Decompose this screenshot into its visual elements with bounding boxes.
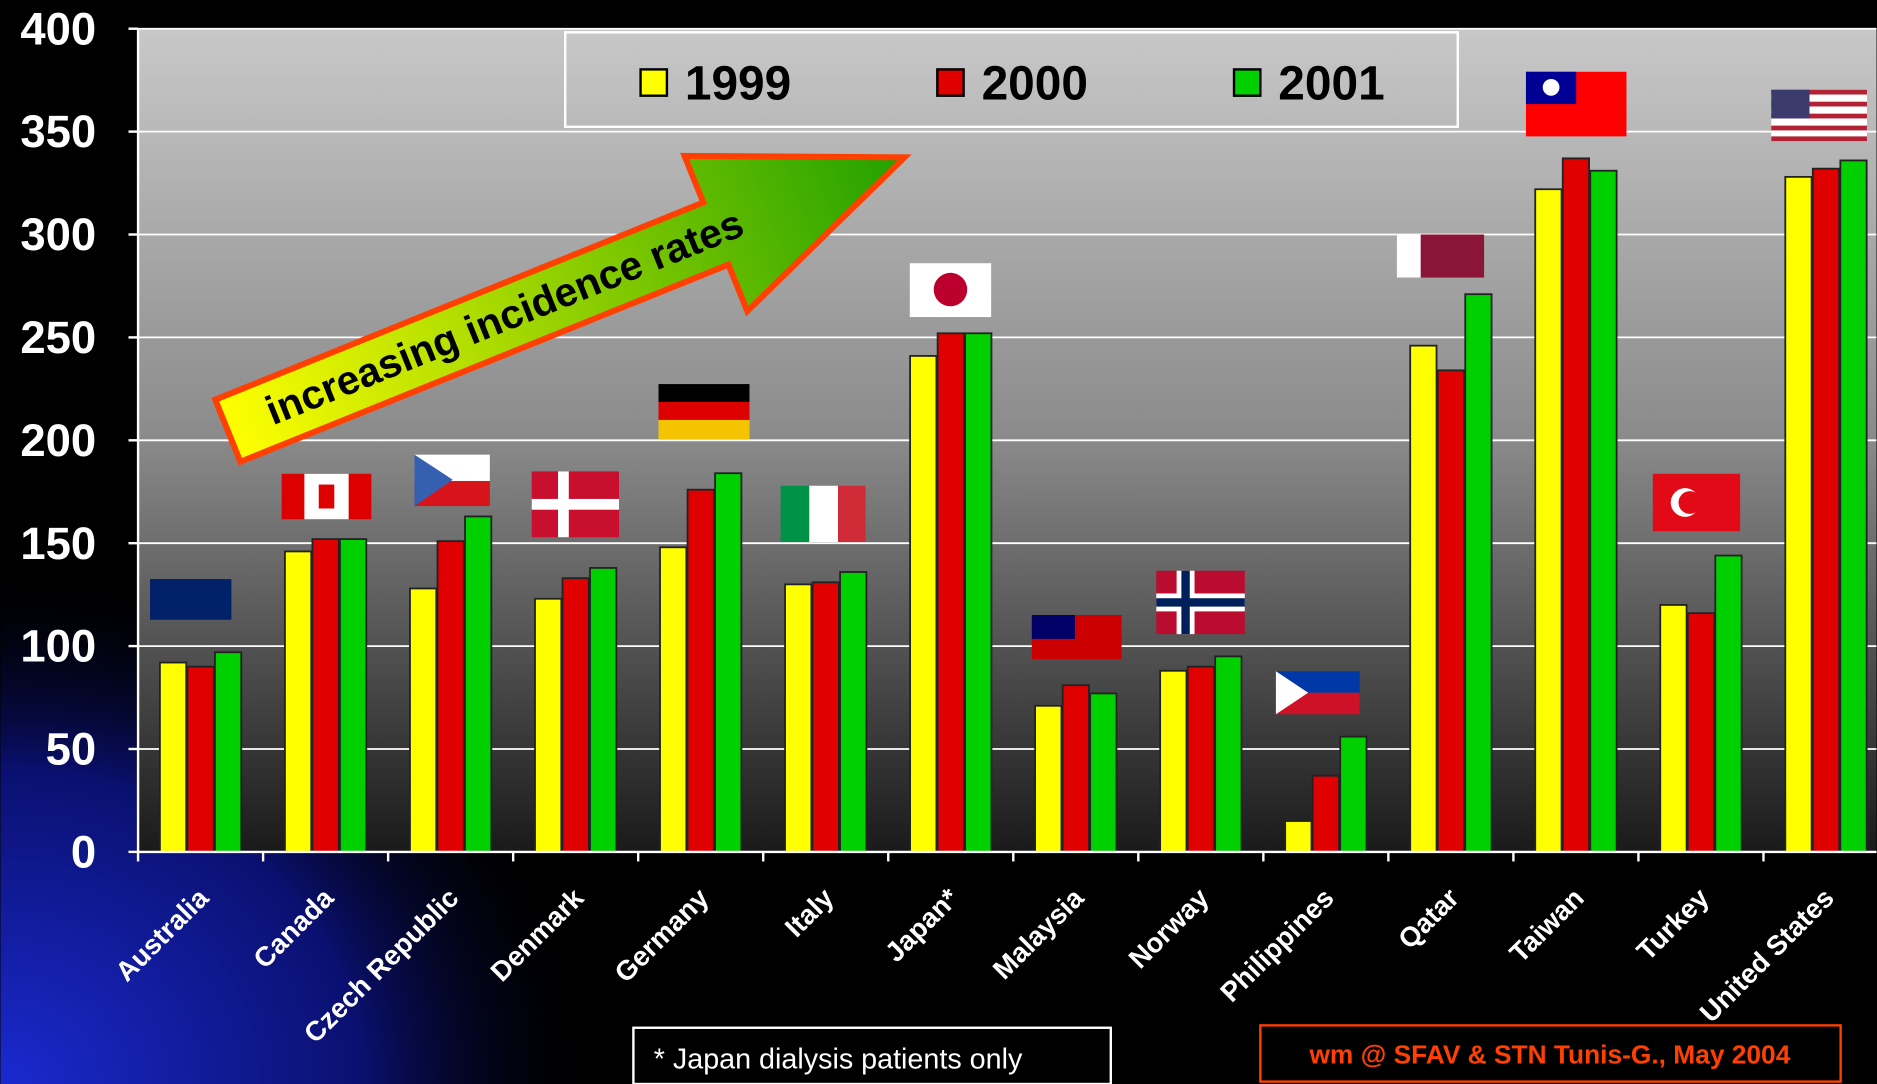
legend-swatch xyxy=(639,68,669,97)
bar xyxy=(159,661,188,853)
flag xyxy=(658,384,750,440)
bar xyxy=(1561,157,1590,853)
y-tick-label: 150 xyxy=(20,518,96,569)
footnote: * Japan dialysis patients only xyxy=(654,1043,1023,1075)
bar xyxy=(1409,344,1438,853)
bar xyxy=(534,597,563,853)
bar xyxy=(1686,612,1716,853)
flag xyxy=(1156,570,1245,635)
bar xyxy=(1659,604,1688,853)
flag xyxy=(1031,614,1122,660)
credit-box xyxy=(1259,1024,1842,1083)
y-tick-label: 350 xyxy=(20,106,96,157)
bar xyxy=(589,566,618,853)
credit: wm @ SFAV & STN Tunis-G., May 2004 xyxy=(1308,1040,1790,1070)
y-tick-label: 250 xyxy=(20,312,96,363)
y-tick-label: 200 xyxy=(20,415,96,466)
bar xyxy=(311,538,340,853)
bar xyxy=(714,472,743,853)
flag xyxy=(1275,671,1360,715)
y-tick-label: 0 xyxy=(71,826,96,877)
bar xyxy=(1464,293,1493,853)
legend-swatch xyxy=(1232,68,1262,97)
legend: 1999 2000 2001 xyxy=(639,57,1385,110)
bar xyxy=(1534,188,1563,853)
bar xyxy=(1811,167,1841,853)
y-tick-label: 50 xyxy=(46,724,97,775)
y-tick-label: 300 xyxy=(20,209,96,260)
bars xyxy=(159,157,1868,853)
bar xyxy=(186,665,215,853)
bar xyxy=(409,587,438,853)
bar xyxy=(811,581,840,853)
bar xyxy=(1714,554,1743,853)
bar xyxy=(784,583,813,853)
legend-label: 2000 xyxy=(982,57,1088,110)
bar xyxy=(839,571,868,853)
bar xyxy=(1186,665,1215,853)
flag xyxy=(909,263,992,318)
bar xyxy=(1436,369,1465,853)
legend-label: 2001 xyxy=(1278,57,1384,110)
arrow-shape xyxy=(211,152,912,466)
bar xyxy=(1061,684,1090,853)
flag xyxy=(150,579,232,620)
bar xyxy=(686,488,715,853)
bar xyxy=(936,332,965,853)
bar xyxy=(1034,704,1063,853)
flag xyxy=(1525,71,1627,137)
flag xyxy=(281,473,372,520)
bar xyxy=(561,577,590,853)
flag xyxy=(1771,89,1867,142)
bar xyxy=(436,540,465,853)
bar xyxy=(1284,820,1313,853)
flag xyxy=(1652,473,1741,532)
bar xyxy=(1159,669,1188,853)
legend-label: 1999 xyxy=(685,57,791,110)
bar xyxy=(214,651,243,853)
bar xyxy=(909,355,938,853)
flag xyxy=(780,485,866,542)
y-tick-label: 400 xyxy=(20,3,96,54)
bar xyxy=(1311,774,1340,853)
bar xyxy=(339,538,368,853)
bar xyxy=(1784,175,1813,853)
bar xyxy=(1339,735,1368,853)
flag xyxy=(531,471,620,538)
legend-box xyxy=(564,31,1459,129)
y-tick-label: 100 xyxy=(20,621,96,672)
bar xyxy=(1089,692,1118,853)
bar xyxy=(659,546,688,853)
bar xyxy=(1589,169,1618,853)
bar xyxy=(1839,159,1868,853)
flags xyxy=(150,71,1867,715)
footnote-box xyxy=(632,1026,1112,1084)
flag xyxy=(414,454,490,507)
bar xyxy=(464,515,493,853)
bar xyxy=(1214,655,1243,853)
flag xyxy=(1396,234,1485,278)
bar xyxy=(284,550,313,853)
legend-swatch xyxy=(936,68,965,97)
bar xyxy=(964,332,993,853)
